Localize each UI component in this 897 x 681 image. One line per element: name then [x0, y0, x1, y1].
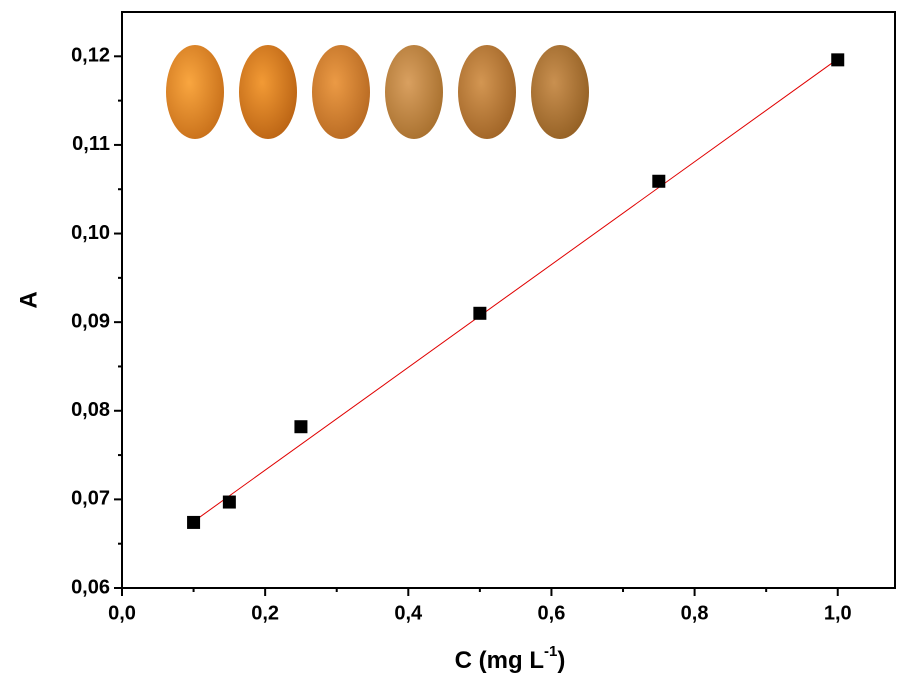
x-tick-label: 0,0	[108, 602, 136, 624]
y-tick-label: 0,10	[71, 222, 110, 244]
y-tick-label: 0,12	[71, 45, 110, 67]
sample-swatch	[312, 45, 370, 139]
x-axis-label-suffix: )	[557, 647, 565, 674]
sample-images	[166, 45, 589, 139]
sample-swatch	[166, 45, 224, 139]
data-point	[222, 495, 236, 509]
plot-frame	[121, 11, 896, 589]
sample-swatch	[531, 45, 589, 139]
y-tick-label: 0,07	[71, 488, 110, 510]
sample-swatch	[458, 45, 516, 139]
y-tick-label: 0,08	[71, 399, 110, 421]
data-point	[473, 306, 487, 320]
x-tick-label: 0,2	[251, 602, 279, 624]
data-point	[831, 53, 845, 67]
x-axis-label-text: C (mg L	[455, 647, 544, 674]
y-tick-label: 0,11	[72, 133, 110, 155]
y-axis-label: A	[15, 291, 42, 308]
sample-swatch	[239, 45, 297, 139]
data-point	[187, 515, 201, 529]
x-tick-label: 0,8	[681, 602, 709, 624]
x-axis-label: C (mg L-1)	[455, 643, 566, 674]
y-tick-label: 0,06	[71, 576, 110, 598]
fit-line	[193, 58, 839, 522]
x-tick-label: 1,0	[824, 602, 852, 624]
data-point	[652, 174, 666, 188]
sample-swatch	[385, 45, 443, 139]
x-axis-label-sup: -1	[544, 643, 557, 660]
data-point	[294, 420, 308, 434]
x-tick-label: 0,4	[394, 602, 423, 624]
y-tick-label: 0,09	[71, 310, 110, 332]
x-tick-label: 0,6	[538, 602, 566, 624]
